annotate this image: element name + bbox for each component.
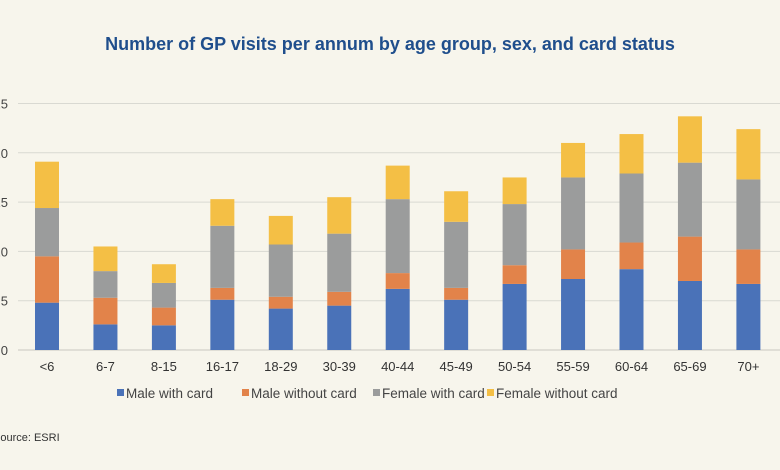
chart-title: Number of GP visits per annum by age gro… xyxy=(105,34,675,54)
bar-segment xyxy=(502,265,527,284)
bar-segment xyxy=(210,225,235,288)
bar-segment xyxy=(268,244,293,297)
x-tick-label: <6 xyxy=(40,359,55,374)
bar-segment xyxy=(502,283,527,350)
bar-segment xyxy=(736,283,761,350)
y-tick-label: 20 xyxy=(0,146,8,161)
bar-segment xyxy=(210,299,235,350)
legend-label: Female with card xyxy=(382,386,485,401)
bar-segment xyxy=(210,287,235,300)
legend-label: Male with card xyxy=(126,386,213,401)
legend-swatch xyxy=(117,389,124,396)
bar-segment xyxy=(444,287,469,300)
bar-segment xyxy=(502,177,527,205)
x-tick-label: 65-69 xyxy=(673,359,706,374)
x-tick-label: 50-54 xyxy=(498,359,531,374)
bar-segment xyxy=(619,134,644,174)
legend-swatch xyxy=(242,389,249,396)
bar-segment xyxy=(35,256,59,303)
bar-segment xyxy=(35,302,59,350)
bar-segment xyxy=(677,236,702,281)
bar-segment xyxy=(35,161,59,209)
bar-segment xyxy=(93,271,118,298)
bar-segment xyxy=(619,242,644,270)
bar-segment xyxy=(502,204,527,266)
bar-segment xyxy=(677,280,702,350)
y-tick-label: 15 xyxy=(0,195,8,210)
y-tick-label: 25 xyxy=(0,97,8,112)
bars xyxy=(35,116,761,350)
bar-segment xyxy=(677,162,702,237)
legend-swatch xyxy=(373,389,380,396)
bar-segment xyxy=(327,233,352,292)
bar-segment xyxy=(151,307,176,326)
x-tick-label: 70+ xyxy=(737,359,759,374)
bar-segment xyxy=(736,179,761,250)
legend-swatch xyxy=(487,389,494,396)
bar-segment xyxy=(561,177,586,250)
bar-segment xyxy=(93,246,118,272)
bar-segment xyxy=(151,282,176,308)
x-tick-label: 40-44 xyxy=(381,359,414,374)
bar-segment xyxy=(444,191,469,222)
bar-segment xyxy=(268,296,293,309)
bar-segment xyxy=(327,197,352,234)
bar-segment xyxy=(619,173,644,243)
y-tick-label: 0 xyxy=(1,343,8,358)
x-tick-label: 16-17 xyxy=(206,359,239,374)
bar-segment xyxy=(151,264,176,283)
x-tick-label: 60-64 xyxy=(615,359,648,374)
bar-segment xyxy=(268,308,293,350)
y-tick-label: 5 xyxy=(1,294,8,309)
x-tick-label: 30-39 xyxy=(323,359,356,374)
bar-segment xyxy=(210,199,235,226)
bar-segment xyxy=(736,249,761,284)
x-tick-label: 8-15 xyxy=(151,359,177,374)
bar-segment xyxy=(385,199,410,274)
bar-segment xyxy=(677,116,702,163)
bar-segment xyxy=(93,297,118,325)
bar-segment xyxy=(619,269,644,350)
bar-segment xyxy=(327,291,352,306)
bar-segment xyxy=(561,279,586,350)
bar-segment xyxy=(385,273,410,289)
bar-segment xyxy=(385,165,410,200)
bar-segment xyxy=(327,305,352,350)
source-note: Source: ESRI xyxy=(0,432,60,444)
bar-segment xyxy=(268,215,293,245)
bar-segment xyxy=(736,129,761,180)
bar-segment xyxy=(35,208,59,257)
bar-segment xyxy=(561,142,586,178)
bar-segment xyxy=(151,325,176,350)
x-tick-label: 45-49 xyxy=(440,359,473,374)
x-axis-labels: <6 6-7 8-15 16-17 18-29 30-39 40-44 45-49 50-54 5… xyxy=(40,359,760,374)
bar-segment xyxy=(444,221,469,288)
x-tick-label: 18-29 xyxy=(264,359,297,374)
bar-segment xyxy=(93,324,118,350)
y-tick-label: 10 xyxy=(0,244,8,259)
bar-segment xyxy=(385,288,410,350)
bar-segment xyxy=(444,299,469,350)
legend: Male with card Male without card Female wi… xyxy=(117,386,618,401)
x-tick-label: 6-7 xyxy=(96,359,115,374)
legend-label: Male without card xyxy=(251,386,357,401)
legend-label: Female without card xyxy=(496,386,618,401)
bar-segment xyxy=(561,249,586,280)
x-tick-label: 55-59 xyxy=(556,359,589,374)
